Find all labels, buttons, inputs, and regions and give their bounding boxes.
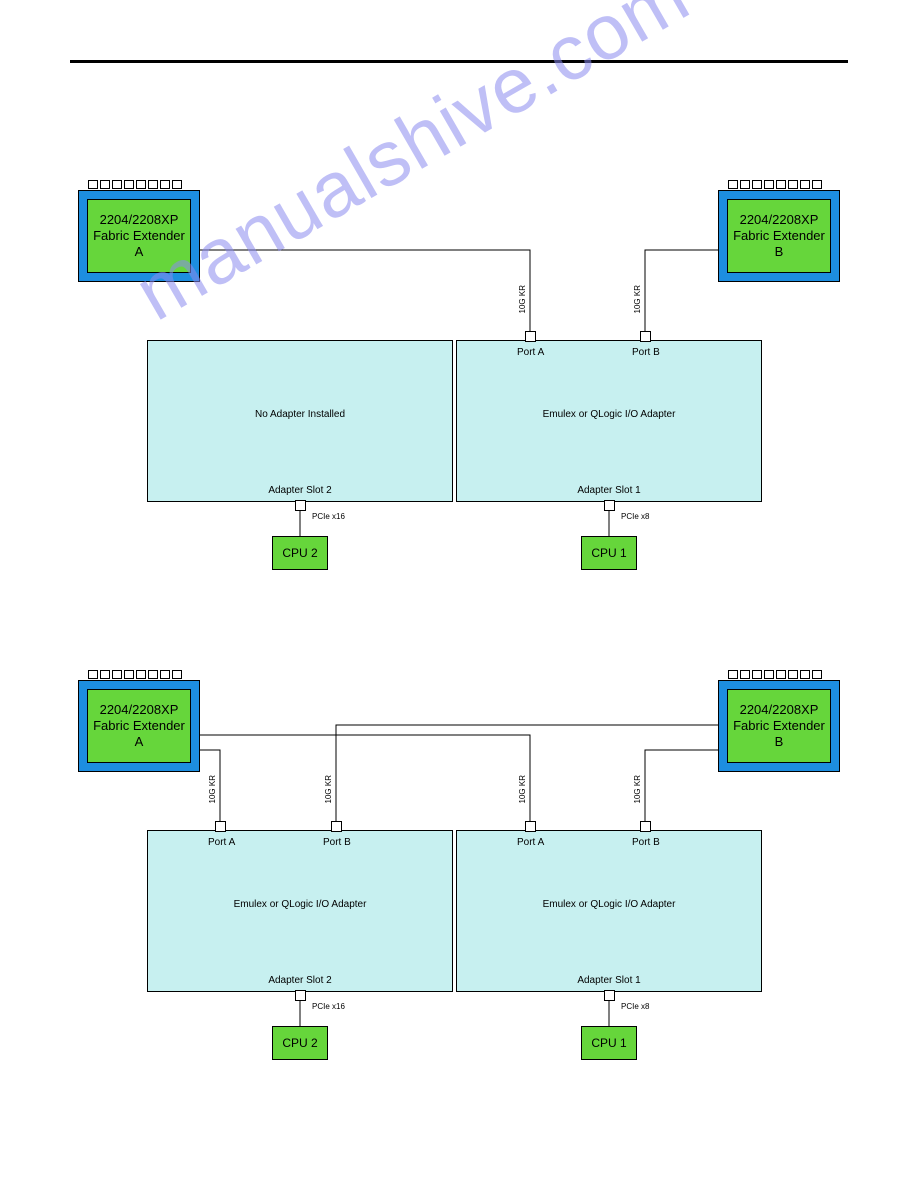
adapter-slot-2: No Adapter Installed Adapter Slot 2 <box>147 340 453 502</box>
diagram-2: 2204/2208XP Fabric Extender A 2204/2208X… <box>70 680 848 1060</box>
cpu-2-d2: CPU 2 <box>272 1026 328 1060</box>
adapter-slot-2-title: No Adapter Installed <box>148 409 452 420</box>
fe-b-tabs-2 <box>728 670 850 679</box>
adapter-slot-2-d2-label: Adapter Slot 2 <box>148 975 452 986</box>
cpu-2: CPU 2 <box>272 536 328 570</box>
diagram-1: 2204/2208XP Fabric Extender A 2204/2208X… <box>70 190 848 570</box>
fe-a-tabs-2 <box>88 670 210 679</box>
fabric-extender-a-2: 2204/2208XP Fabric Extender A <box>78 680 200 772</box>
fabric-extender-a: 2204/2208XP Fabric Extender A <box>78 190 200 282</box>
slot1-port-b-label: Port B <box>632 347 660 358</box>
slot1-port-a-socket <box>525 331 536 342</box>
slot1-d2-port-a-socket <box>525 821 536 832</box>
slot2-port-b-socket <box>331 821 342 832</box>
adapter-slot-2-d2: Port A Port B Emulex or QLogic I/O Adapt… <box>147 830 453 992</box>
slot2-d2-pcie-socket <box>295 990 306 1001</box>
adapter-slot-1-label: Adapter Slot 1 <box>457 485 761 496</box>
adapter-slot-2-d2-title: Emulex or QLogic I/O Adapter <box>148 899 452 910</box>
slot2-port-b-label: Port B <box>323 837 351 848</box>
slot2-pcie-socket <box>295 500 306 511</box>
cpu-1-d2: CPU 1 <box>581 1026 637 1060</box>
link-10g-s2a: 10G KR <box>208 775 217 803</box>
slot1-port-a-label: Port A <box>517 347 544 358</box>
slot1-pcie-socket <box>604 500 615 511</box>
header-rule <box>70 60 848 63</box>
slot1-port-b-socket <box>640 331 651 342</box>
fabric-extender-a-label: 2204/2208XP Fabric Extender A <box>87 199 191 273</box>
fe-b-tabs <box>728 180 850 189</box>
fe-a-tabs <box>88 180 210 189</box>
adapter-slot-1-title: Emulex or QLogic I/O Adapter <box>457 409 761 420</box>
adapter-slot-2-label: Adapter Slot 2 <box>148 485 452 496</box>
link-10g-s2b: 10G KR <box>324 775 333 803</box>
link-10g-s1b-d2: 10G KR <box>633 775 642 803</box>
link-10g-b: 10G KR <box>633 285 642 313</box>
fabric-extender-b-label: 2204/2208XP Fabric Extender B <box>727 199 831 273</box>
adapter-slot-1-d2-label: Adapter Slot 1 <box>457 975 761 986</box>
slot1-d2-port-b-label: Port B <box>632 837 660 848</box>
slot2-d2-pcie-label: PCIe x16 <box>312 1002 345 1011</box>
link-10g-a: 10G KR <box>518 285 527 313</box>
slot1-d2-pcie-label: PCIe x8 <box>621 1002 649 1011</box>
slot2-pcie-label: PCIe x16 <box>312 512 345 521</box>
adapter-slot-1-d2: Port A Port B Emulex or QLogic I/O Adapt… <box>456 830 762 992</box>
fabric-extender-b: 2204/2208XP Fabric Extender B <box>718 190 840 282</box>
adapter-slot-1-d2-title: Emulex or QLogic I/O Adapter <box>457 899 761 910</box>
link-10g-s1a-d2: 10G KR <box>518 775 527 803</box>
fabric-extender-b-2-label: 2204/2208XP Fabric Extender B <box>727 689 831 763</box>
fabric-extender-b-2: 2204/2208XP Fabric Extender B <box>718 680 840 772</box>
slot1-pcie-label: PCIe x8 <box>621 512 649 521</box>
cpu-1: CPU 1 <box>581 536 637 570</box>
slot1-d2-port-a-label: Port A <box>517 837 544 848</box>
slot2-port-a-socket <box>215 821 226 832</box>
fabric-extender-a-2-label: 2204/2208XP Fabric Extender A <box>87 689 191 763</box>
slot1-d2-pcie-socket <box>604 990 615 1001</box>
slot2-port-a-label: Port A <box>208 837 235 848</box>
adapter-slot-1: Port A Port B Emulex or QLogic I/O Adapt… <box>456 340 762 502</box>
slot1-d2-port-b-socket <box>640 821 651 832</box>
